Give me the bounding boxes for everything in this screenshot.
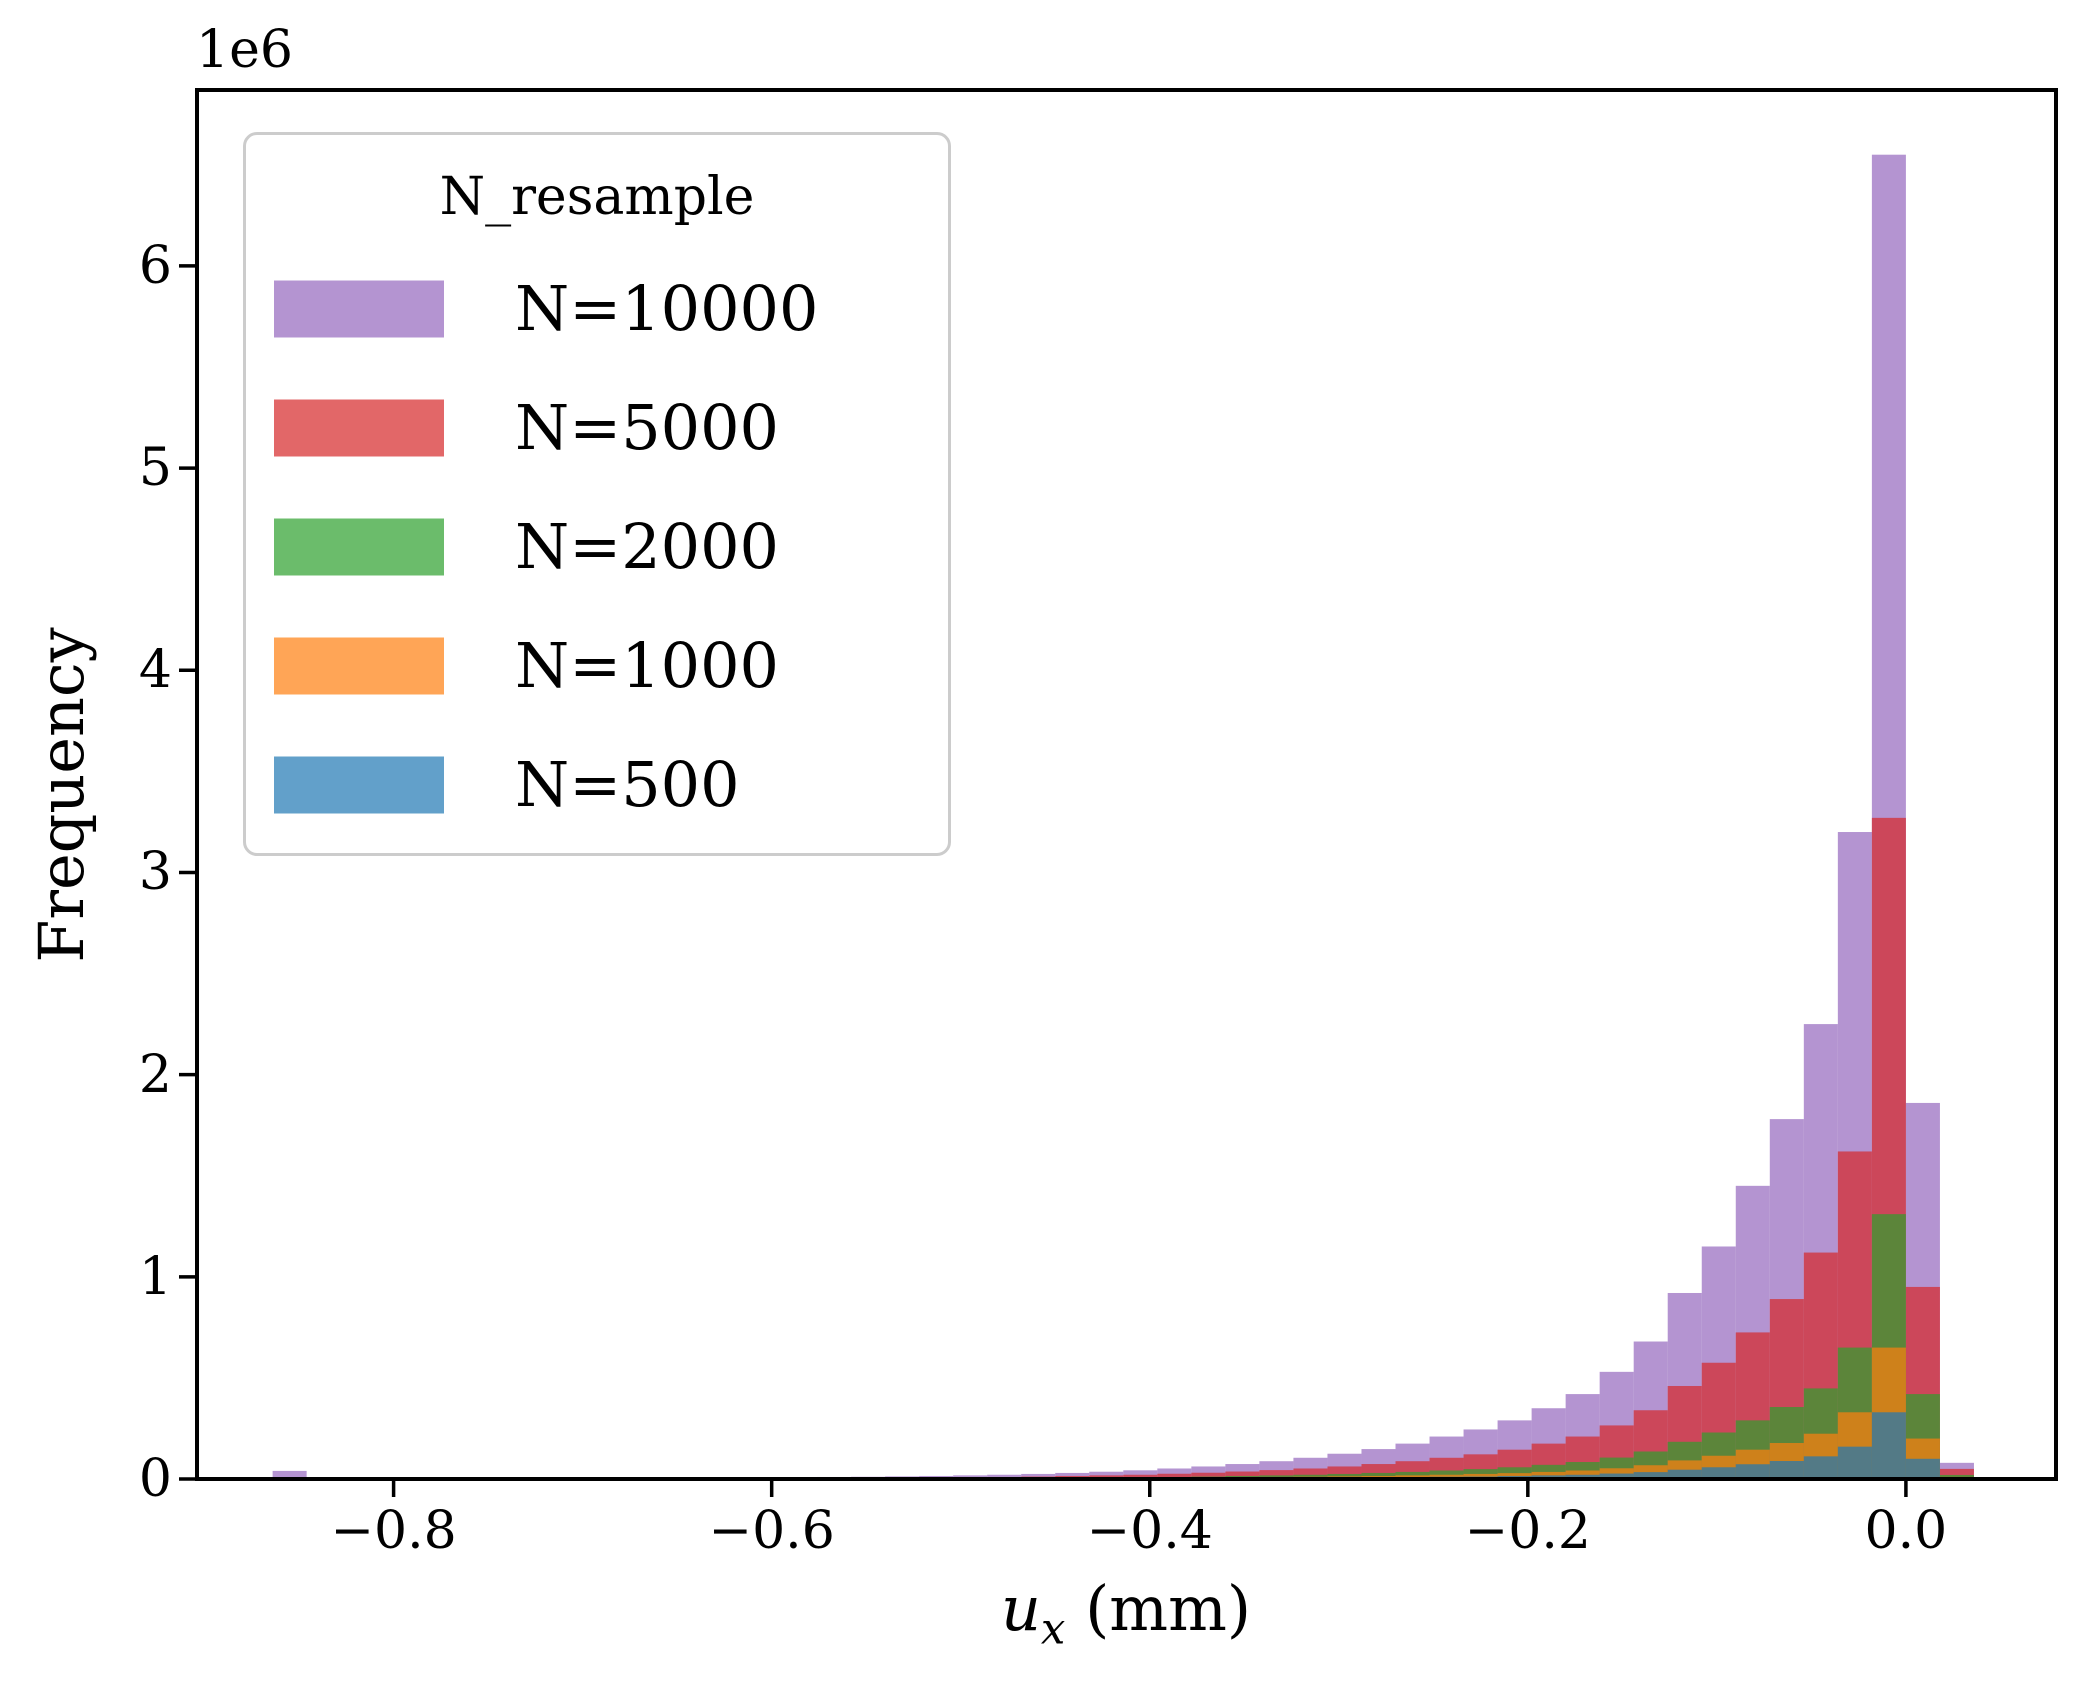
bar xyxy=(1021,1473,1056,1479)
bar xyxy=(1463,1473,1498,1479)
bar xyxy=(1157,1473,1192,1479)
bar xyxy=(1871,1412,1906,1479)
bar xyxy=(1905,1458,1940,1479)
legend-swatch xyxy=(274,518,444,576)
x-axis-label-unit: (mm) xyxy=(1065,1572,1252,1645)
bar xyxy=(272,1470,307,1479)
legend-entry: N=500 xyxy=(246,745,948,825)
legend-entry: N=1000 xyxy=(246,626,948,706)
x-axis-label: ux (mm) xyxy=(1001,1578,1251,1652)
y-tick-label: 5 xyxy=(138,438,172,499)
x-axis-label-variable: u xyxy=(1000,1572,1041,1645)
y-tick-label: 4 xyxy=(138,640,172,701)
bar xyxy=(1837,1446,1872,1479)
bar xyxy=(1803,1456,1838,1479)
tick-marks xyxy=(179,264,1908,1497)
series-N=500 xyxy=(714,1412,1974,1479)
series-N=5000 xyxy=(510,817,1974,1479)
y-tick-label: 0 xyxy=(138,1449,172,1509)
plot-spines xyxy=(195,88,2058,1481)
bar xyxy=(1259,1470,1294,1479)
x-tick-label: −0.4 xyxy=(1086,1501,1213,1561)
bar xyxy=(1735,1464,1770,1479)
y-tick-label: 6 xyxy=(138,235,172,296)
x-axis-label-subscript: x xyxy=(1040,1604,1066,1655)
legend-swatch xyxy=(274,756,444,814)
legend-entry: N=2000 xyxy=(246,507,948,587)
x-tick-label: −0.2 xyxy=(1464,1501,1591,1561)
bar xyxy=(987,1474,1022,1479)
legend-box: N_resample N=10000 N=5000 N=2000 N=1000 N=50… xyxy=(243,132,951,856)
y-tick-label: 1 xyxy=(138,1246,172,1307)
legend-label: N=1000 xyxy=(515,629,779,702)
bar xyxy=(1701,1467,1736,1479)
bar xyxy=(1565,1474,1600,1479)
bar xyxy=(1633,1472,1668,1479)
bar xyxy=(1157,1468,1192,1479)
legend-label: N=10000 xyxy=(515,272,819,345)
y-tick-label: 3 xyxy=(138,842,172,903)
bar xyxy=(1769,1461,1804,1479)
legend-title: N_resample xyxy=(439,167,755,227)
x-tick-label: 0.0 xyxy=(1864,1501,1948,1561)
bar xyxy=(1667,1469,1702,1479)
bar xyxy=(1191,1472,1226,1479)
legend-label: N=5000 xyxy=(515,391,779,464)
bar xyxy=(1225,1471,1260,1479)
histogram-bars xyxy=(272,154,1974,1479)
y-tick-label: 2 xyxy=(138,1044,172,1105)
bar xyxy=(1293,1468,1328,1479)
legend-entry: N=5000 xyxy=(246,388,948,468)
legend-swatch xyxy=(274,280,444,338)
y-axis-offset-label: 1e6 xyxy=(196,20,293,80)
bar xyxy=(1123,1470,1158,1479)
legend-label: N=2000 xyxy=(515,510,779,583)
legend-swatch xyxy=(274,399,444,457)
x-tick-label: −0.8 xyxy=(330,1501,457,1561)
bar xyxy=(1599,1473,1634,1479)
legend-swatch xyxy=(274,637,444,695)
x-tick-label: −0.6 xyxy=(708,1501,835,1561)
legend-label: N=500 xyxy=(515,748,740,821)
bar xyxy=(1939,1468,1974,1479)
bar xyxy=(1123,1474,1158,1479)
y-axis-label: Frequency xyxy=(25,627,98,963)
legend-entry: N=10000 xyxy=(246,269,948,349)
